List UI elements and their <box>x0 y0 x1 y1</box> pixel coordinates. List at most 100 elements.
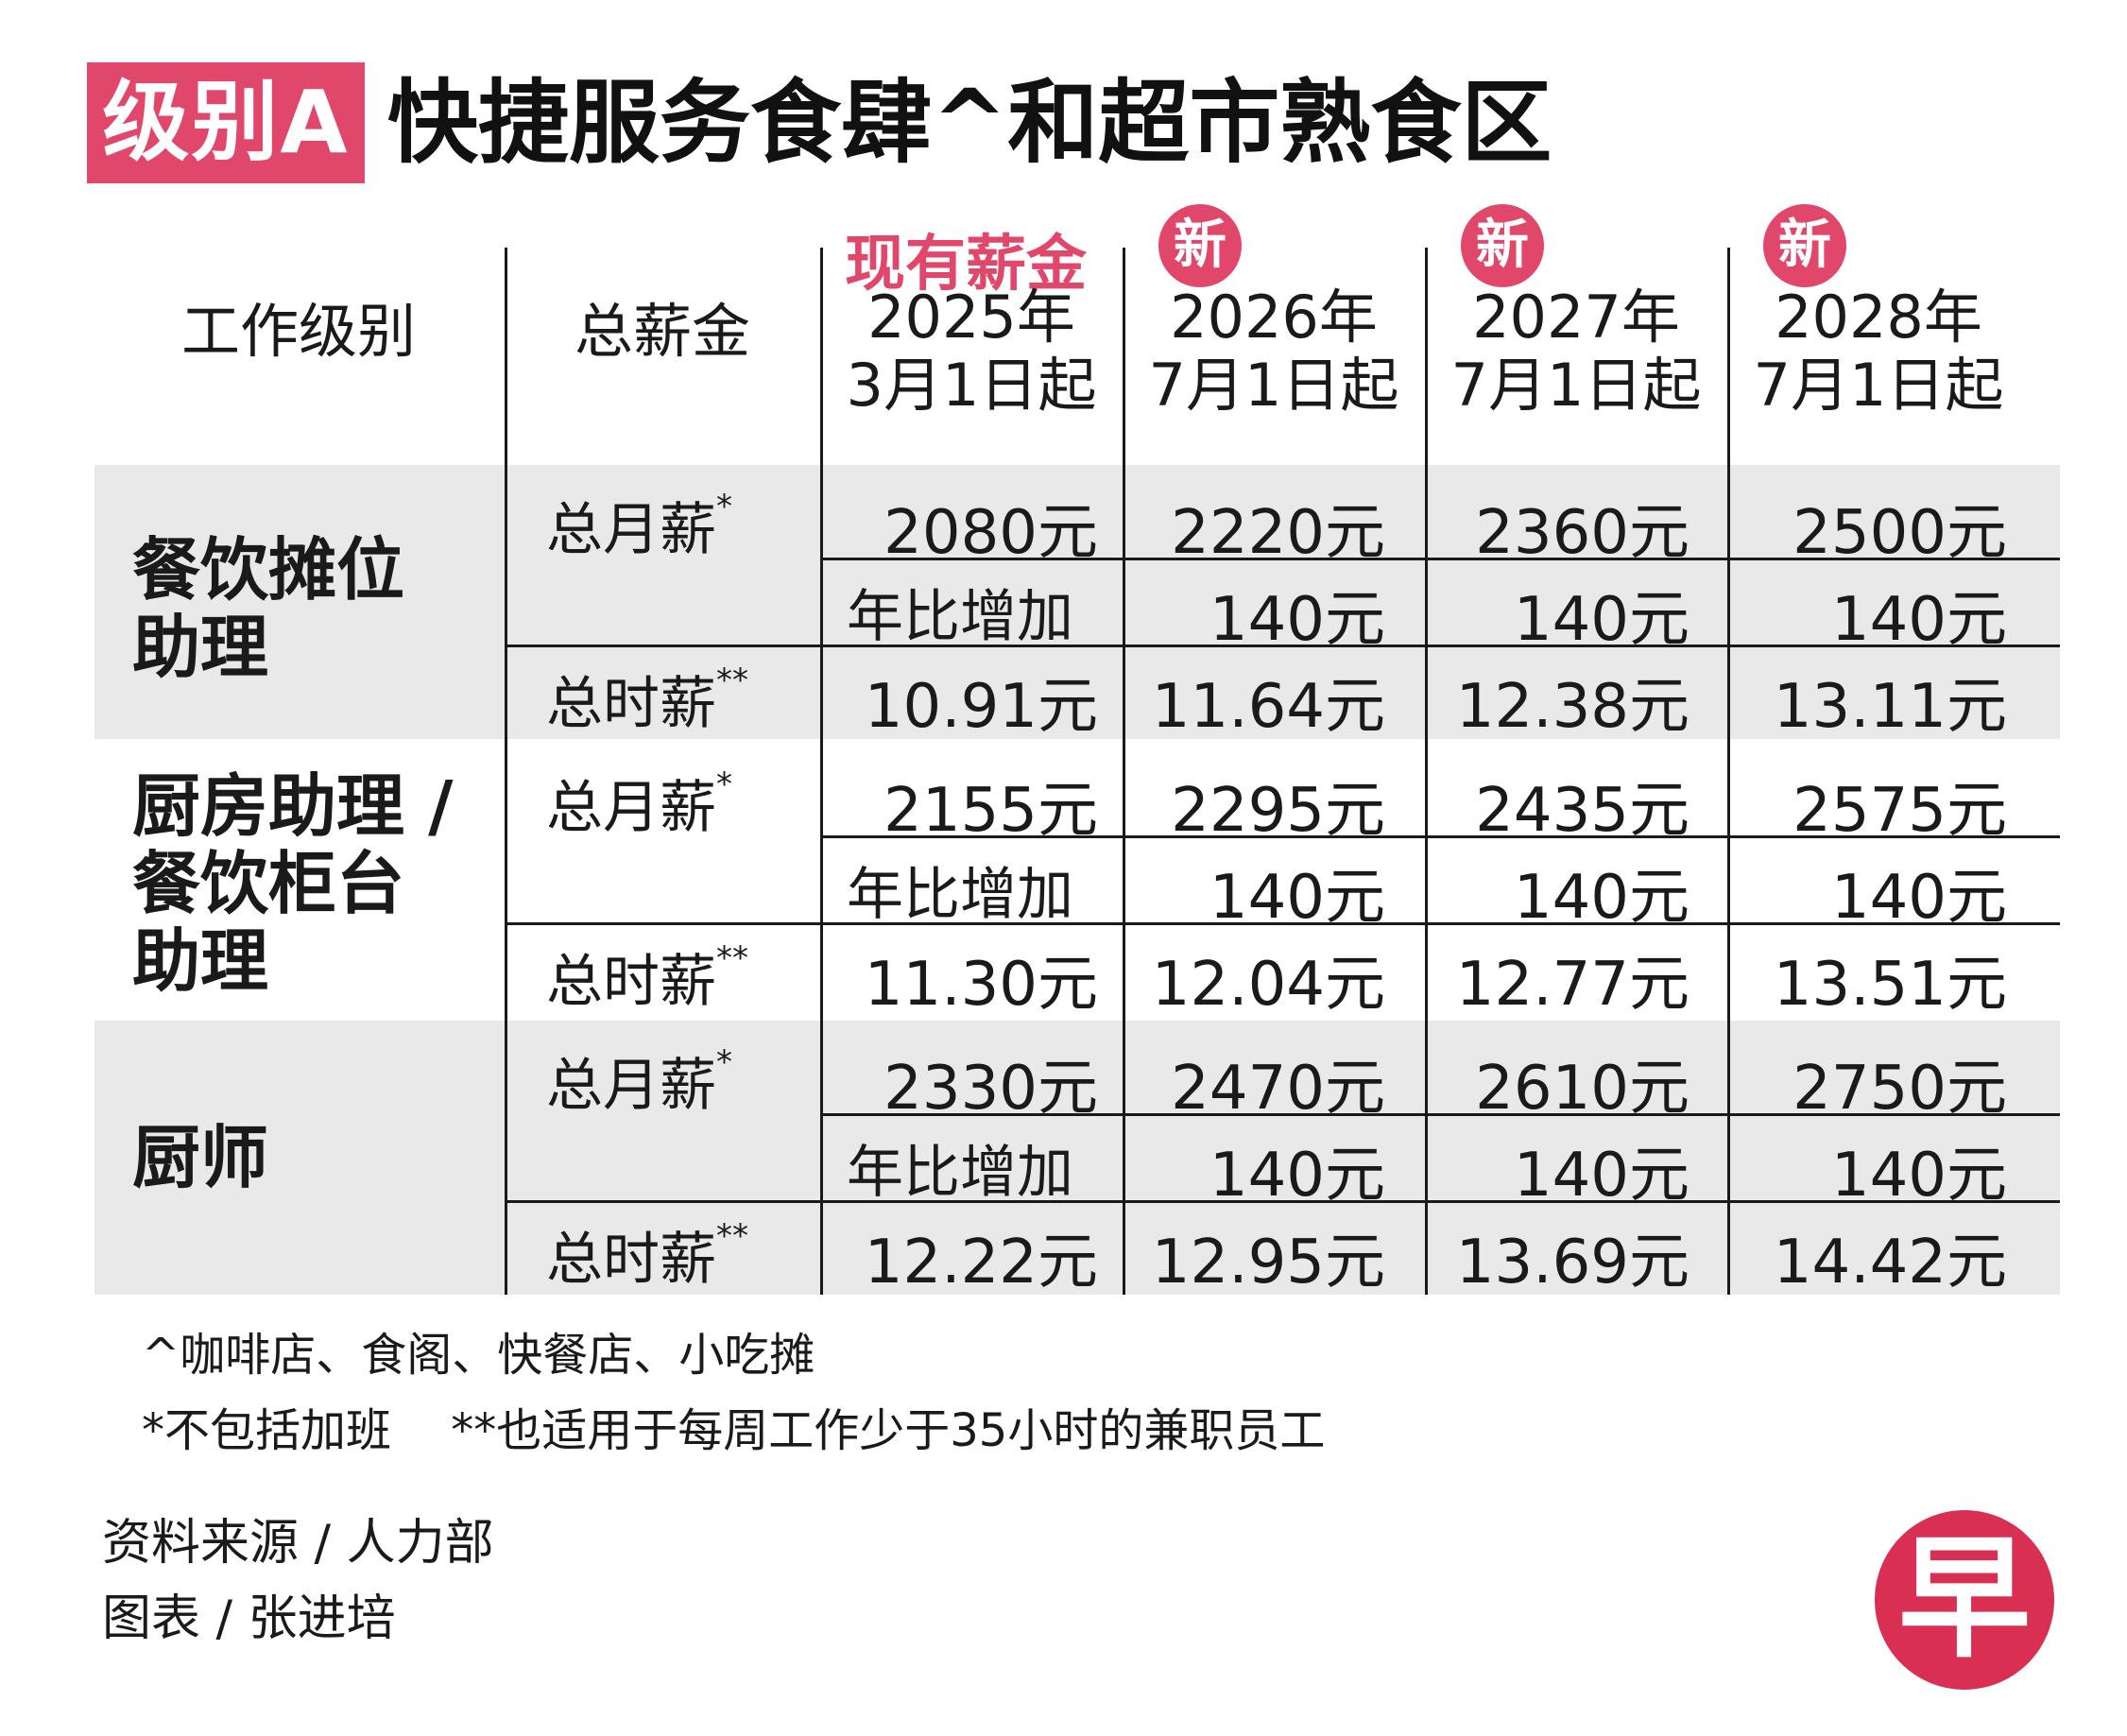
column-divider <box>505 248 507 1295</box>
g3-monthly-2026: 2470元 <box>1171 1054 1385 1124</box>
g1-monthly-2027: 2360元 <box>1475 498 1690 568</box>
monthly-label-text: 总月薪 <box>546 1053 716 1119</box>
job-group-3-name: 厨师 <box>132 1119 268 1196</box>
g2-monthly-2028: 2575元 <box>1793 776 2007 846</box>
hourly-label-text: 总时薪 <box>546 1227 716 1293</box>
job-group-2-name: 厨房助理 / 餐饮柜台 助理 <box>132 767 453 1000</box>
g1-hourly-2028: 13.11元 <box>1773 672 2007 742</box>
name-line: 餐饮摊位 <box>132 530 405 610</box>
name-line: 厨师 <box>132 1118 269 1197</box>
new-badge-2026: 新 <box>1158 204 1242 287</box>
new-badge-2027: 新 <box>1461 204 1544 287</box>
group-band-1 <box>94 465 2060 739</box>
g1-hourly-2026: 11.64元 <box>1151 672 1385 742</box>
column-divider <box>1425 248 1428 1295</box>
column-divider <box>820 248 823 1295</box>
g1-monthly-2028: 2500元 <box>1793 498 2007 568</box>
column-date: 7月1日起 <box>1148 351 1399 420</box>
level-tag: 级别A <box>87 62 365 183</box>
zaobao-logo: 早 <box>1875 1510 2054 1690</box>
column-date: 7月1日起 <box>1450 351 1702 420</box>
monthly-mark: * <box>716 1043 732 1081</box>
g2-yoy-2027: 140元 <box>1513 863 1690 933</box>
header-job-level: 工作级别 <box>180 297 416 366</box>
yoy-label: 年比增加 <box>847 862 1073 928</box>
g2-hourly-2026: 12.04元 <box>1151 950 1385 1020</box>
g1-monthly-2026: 2220元 <box>1171 498 1385 568</box>
g3-yoy-2028: 140元 <box>1830 1141 2007 1211</box>
row-divider <box>820 835 2060 838</box>
row-divider <box>505 1200 2060 1203</box>
column-divider <box>1123 248 1125 1295</box>
column-header-2025: 2025年 3月1日起 <box>822 284 1121 420</box>
hourly-label: 总时薪** <box>546 936 748 1018</box>
current-wage-label: 现有薪金 <box>845 230 1087 300</box>
g3-hourly-2027: 13.69元 <box>1455 1228 1690 1298</box>
row-divider <box>505 645 2060 647</box>
new-badge-2028: 新 <box>1763 204 1846 287</box>
source-credit: 资料来源 / 人力部 <box>102 1515 494 1572</box>
g2-yoy-2026: 140元 <box>1209 863 1385 933</box>
monthly-label: 总月薪* <box>546 1040 732 1122</box>
monthly-mark: * <box>716 765 732 803</box>
job-group-1-name: 餐饮摊位 助理 <box>132 531 404 686</box>
monthly-label-text: 总月薪 <box>546 775 716 841</box>
g2-yoy-2028: 140元 <box>1830 863 2007 933</box>
g1-yoy-2026: 140元 <box>1209 585 1385 655</box>
g3-hourly-2028: 14.42元 <box>1773 1228 2007 1298</box>
name-line: 助理 <box>132 608 269 687</box>
g2-hourly-2027: 12.77元 <box>1455 950 1690 1020</box>
column-header-2027: 2027年 7月1日起 <box>1427 284 1725 420</box>
yoy-label: 年比增加 <box>847 584 1073 650</box>
hourly-label-text: 总时薪 <box>546 671 716 737</box>
hourly-mark: ** <box>716 662 748 699</box>
g2-monthly-2025: 2155元 <box>883 776 1098 846</box>
g3-monthly-2027: 2610元 <box>1475 1054 1690 1124</box>
monthly-mark: * <box>716 488 732 525</box>
page-title: 快捷服务食肆^和超市熟食区 <box>387 70 1552 176</box>
yoy-label: 年比增加 <box>847 1140 1073 1206</box>
column-year: 2027年 <box>1472 283 1680 352</box>
g1-monthly-2025: 2080元 <box>883 498 1098 568</box>
column-divider <box>1727 248 1730 1295</box>
g2-monthly-2027: 2435元 <box>1475 776 1690 846</box>
column-year: 2028年 <box>1775 283 1982 352</box>
footnote-venues: ^咖啡店、食阁、快餐店、小吃摊 <box>142 1329 815 1382</box>
column-header-2028: 2028年 7月1日起 <box>1729 284 2028 420</box>
g3-yoy-2026: 140元 <box>1209 1141 1385 1211</box>
hourly-label: 总时薪** <box>546 1213 748 1296</box>
g3-monthly-2025: 2330元 <box>883 1054 1098 1124</box>
g2-hourly-2028: 13.51元 <box>1773 950 2007 1020</box>
hourly-label-text: 总时薪 <box>546 949 716 1015</box>
g1-yoy-2027: 140元 <box>1513 585 1690 655</box>
column-date: 7月1日起 <box>1753 351 2004 420</box>
name-line: 餐饮柜台 <box>132 844 405 923</box>
g3-monthly-2028: 2750元 <box>1793 1054 2007 1124</box>
monthly-label: 总月薪* <box>546 762 732 844</box>
row-divider <box>820 1113 2060 1116</box>
monthly-label-text: 总月薪 <box>546 497 716 563</box>
group-band-3 <box>94 1021 2060 1295</box>
column-header-2026: 2026年 7月1日起 <box>1124 284 1423 420</box>
g2-monthly-2026: 2295元 <box>1171 776 1385 846</box>
column-year: 2025年 <box>867 283 1075 352</box>
hourly-mark: ** <box>716 1217 748 1255</box>
header-total-wage: 总薪金 <box>574 297 750 366</box>
name-line: 助理 <box>132 921 269 1001</box>
g3-hourly-2026: 12.95元 <box>1151 1228 1385 1298</box>
g1-hourly-2027: 12.38元 <box>1455 672 1690 742</box>
row-divider <box>820 558 2060 560</box>
column-date: 3月1日起 <box>846 351 1097 420</box>
g1-yoy-2028: 140元 <box>1830 585 2007 655</box>
hourly-label: 总时薪** <box>546 658 748 740</box>
g2-hourly-2025: 11.30元 <box>864 950 1098 1020</box>
monthly-label: 总月薪* <box>546 484 732 566</box>
column-year: 2026年 <box>1170 283 1378 352</box>
hourly-mark: ** <box>716 939 748 977</box>
name-line: 厨房助理 / <box>132 766 454 846</box>
g3-hourly-2025: 12.22元 <box>864 1228 1098 1298</box>
g1-hourly-2025: 10.91元 <box>864 672 1098 742</box>
row-divider <box>505 922 2060 925</box>
g3-yoy-2027: 140元 <box>1513 1141 1690 1211</box>
footnote-overtime: *不包括加班 **也适用于每周工作少于35小时的兼职员工 <box>142 1404 1326 1457</box>
